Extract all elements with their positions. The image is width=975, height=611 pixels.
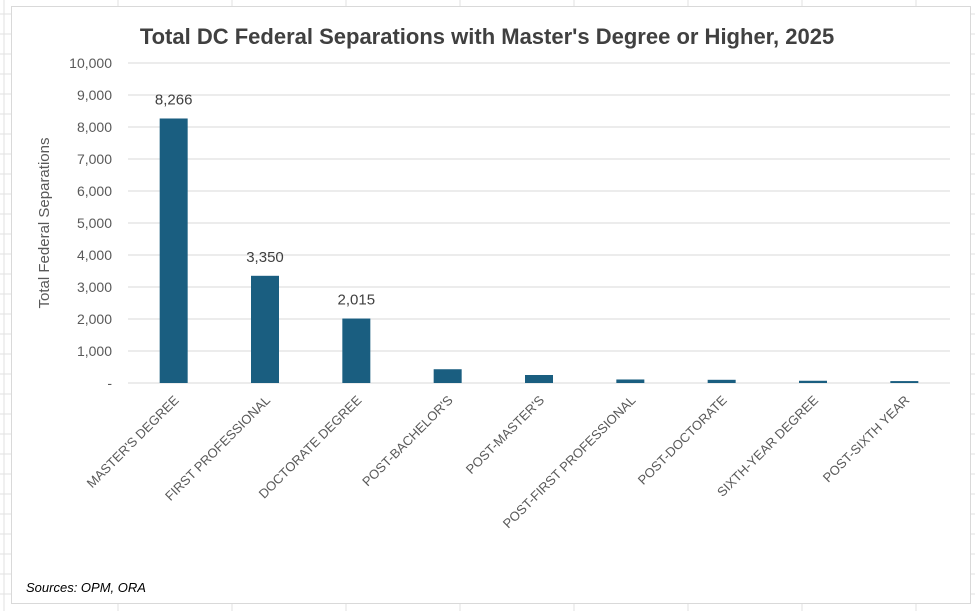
- bar: [342, 318, 371, 383]
- gridlines: [128, 62, 950, 384]
- bar: [251, 275, 279, 383]
- data-label: 2,015: [338, 292, 376, 309]
- data-label: 8,266: [155, 91, 193, 108]
- data-label: 3,350: [246, 249, 284, 266]
- y-tick-label: 1,000: [77, 343, 112, 359]
- y-tick-label: 7,000: [77, 151, 112, 167]
- source-note: Sources: OPM, ORA: [26, 580, 146, 595]
- y-tick-label: 3,000: [77, 279, 112, 295]
- y-tick-label: -: [107, 375, 112, 391]
- y-tick-label: 2,000: [77, 311, 112, 327]
- chart-title: Total DC Federal Separations with Master…: [140, 24, 834, 49]
- y-tick-label: 6,000: [77, 183, 112, 199]
- data-labels: 8,266 3,350 2,015: [155, 91, 375, 308]
- x-category-label: FIRST PROFESSIONAL: [162, 393, 273, 504]
- y-axis-tick-labels: - 1,000 2,000 3,000 4,000 5,000 6,000 7,000 8,00…: [69, 55, 112, 391]
- y-tick-label: 8,000: [77, 119, 112, 135]
- bar: [799, 380, 827, 383]
- x-category-label: SIXTH-YEAR DEGREE: [714, 392, 821, 499]
- bar: [890, 381, 919, 383]
- bar: [159, 118, 188, 383]
- x-category-label: POST-SIXTH YEAR: [820, 393, 913, 486]
- bar: [707, 379, 736, 383]
- y-axis-title: Total Federal Separations: [36, 138, 53, 309]
- y-tick-label: 9,000: [77, 87, 112, 103]
- bar: [616, 379, 645, 383]
- y-tick-label: 10,000: [69, 55, 112, 71]
- x-category-label: DOCTORATE DEGREE: [256, 392, 365, 501]
- x-category-label: POST-BACHELOR'S: [359, 392, 456, 489]
- bars: [159, 118, 919, 383]
- x-category-label: MASTER'S DEGREE: [84, 392, 182, 490]
- y-tick-label: 5,000: [77, 215, 112, 231]
- x-category-label: POST-MASTER'S: [463, 392, 548, 477]
- y-tick-label: 4,000: [77, 247, 112, 263]
- x-category-label: POST-DOCTORATE: [635, 392, 730, 487]
- bar: [433, 369, 462, 383]
- bar: [525, 375, 553, 383]
